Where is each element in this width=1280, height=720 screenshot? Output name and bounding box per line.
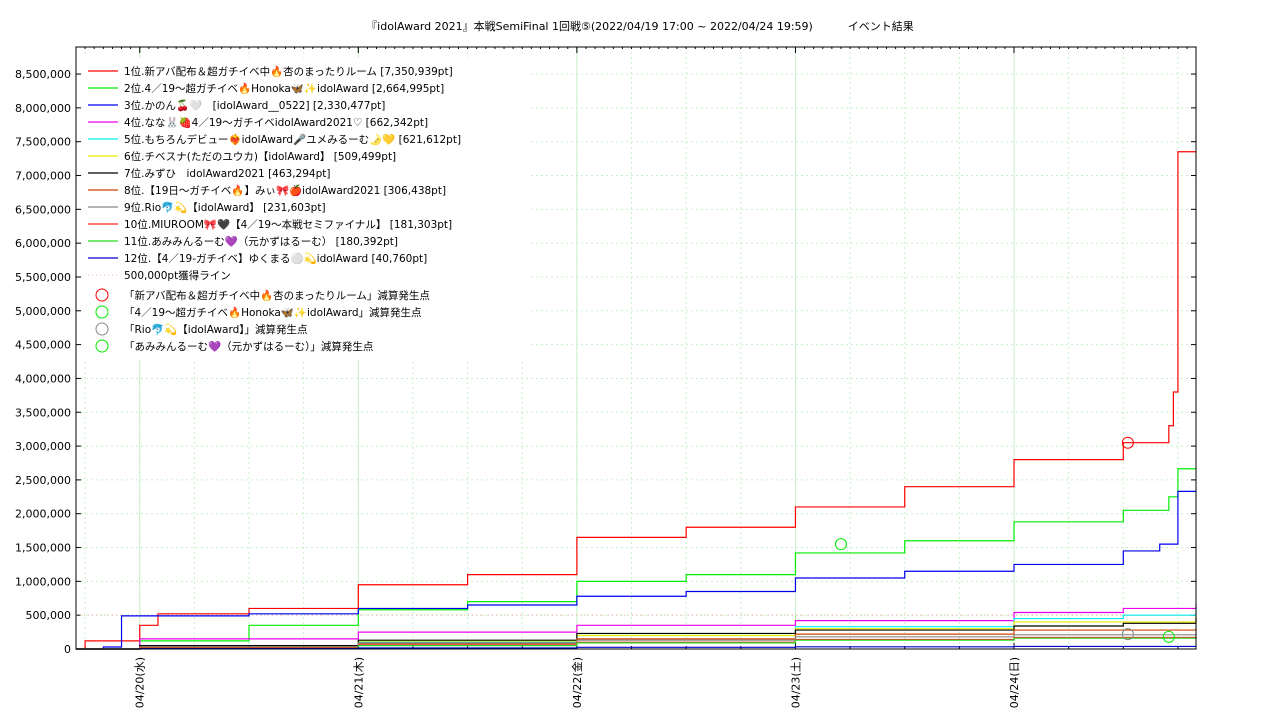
legend-box [82, 58, 530, 360]
legend-marker-swatch [95, 339, 109, 353]
legend-label: 「あみみんるーむ💜（元かずはるーむ）」減算発生点 [124, 340, 373, 353]
x-tick-label: 04/24(日) [1008, 657, 1021, 708]
y-tick-label: 7,000,000 [15, 170, 71, 183]
y-tick-label: 4,500,000 [15, 339, 71, 352]
x-tick-label: 04/22(金) [570, 657, 584, 708]
y-tick-label: 7,500,000 [15, 136, 71, 149]
y-tick-label: 1,000,000 [15, 575, 71, 588]
legend-label: 6位.チベスナ(ただのユウカ)【idolAward】 [509,499pt] [124, 150, 396, 163]
series-line-10 [76, 636, 1197, 650]
legend-label: 3位.かのん🍒🤍 [idolAward__0522] [2,330,477pt] [124, 99, 385, 112]
plot-border [75, 46, 1197, 650]
y-tick-label: 2,000,000 [15, 508, 71, 521]
series-line-3 [76, 490, 1196, 650]
marker-1 [1121, 436, 1134, 449]
chart-title: 『idolAward 2021』本戦SemiFinal 1回戦⑤(2022/04… [366, 20, 914, 33]
legend-label: 1位.新アバ配布＆超ガチイベ中🔥杏のまったりルーム [7,350,939pt] [124, 65, 453, 78]
legend-label: 7位.みずひ idolAward2021 [463,294pt] [124, 167, 330, 180]
marker-2 [834, 538, 847, 551]
legend-label: 「Rio🐬💫【idolAward】」減算発生点 [124, 323, 308, 336]
x-tick-label: 04/21(木) [352, 657, 365, 708]
y-tick-label: 500,000 [26, 609, 72, 622]
y-tick-label: 3,500,000 [15, 406, 71, 419]
series-line-9 [76, 633, 1197, 650]
x-tick-label: 04/20(水) [134, 657, 147, 708]
legend-label: 500,000pt獲得ライン [124, 269, 231, 282]
marker-3 [1121, 628, 1134, 641]
legend-label: 「4／19〜超ガチイベ🔥Honoka🦋✨idolAward」減算発生点 [124, 306, 422, 319]
series-line-1 [76, 151, 1196, 650]
legend-label: 10位.MIUROOM🎀🖤【4／19〜本戦セミファイナル】 [181,303pt… [124, 218, 452, 231]
legend-label: 9位.Rio🐬💫【idolAward】 [231,603pt] [124, 201, 326, 214]
y-tick-label: 5,000,000 [15, 305, 71, 318]
legend-label: 5位.もちろんデビュー❤️‍🔥idolAward🎤ユメみるーむ🌛💛 [621,6… [124, 133, 461, 146]
legend-label: 12位.【4／19-ガチイベ】ゆくまる⚪️💫idolAward [40,760p… [124, 252, 427, 265]
y-tick-label: 5,500,000 [15, 271, 71, 284]
legend-marker-swatch [95, 305, 109, 319]
y-tick-label: 8,000,000 [15, 102, 71, 115]
y-tick-label: 3,000,000 [15, 440, 71, 453]
y-tick-label: 8,500,000 [15, 68, 71, 81]
y-tick-label: 6,000,000 [15, 237, 71, 250]
y-tick-label: 2,500,000 [15, 474, 71, 487]
legend-marker-swatch [95, 288, 109, 302]
legend-label: 8位.【19日〜ガチイベ🔥】みぃ🎀🍎idolAward2021 [306,438… [124, 184, 446, 197]
legend-marker-swatch [95, 322, 109, 336]
legend-label: 11位.あみみんるーむ💜（元かずはるーむ） [180,392pt] [124, 235, 398, 248]
series-line-2 [76, 468, 1196, 650]
legend-label: 4位.なな🐰🍓4／19〜ガチイベidolAward2021♡ [662,342p… [124, 116, 428, 129]
x-tick-label: 04/23(土) [789, 657, 802, 708]
marker-4 [1162, 630, 1175, 643]
series-line-4 [76, 604, 1197, 650]
y-tick-label: 1,500,000 [15, 542, 71, 555]
y-tick-label: 6,500,000 [15, 203, 71, 216]
legend-label: 「新アバ配布＆超ガチイベ中🔥杏のまったりルーム」減算発生点 [124, 289, 430, 302]
legend-label: 2位.4／19〜超ガチイベ🔥Honoka🦋✨idolAward [2,664,9… [124, 82, 444, 95]
series-line-7 [76, 617, 1197, 650]
y-tick-label: 4,000,000 [15, 372, 71, 385]
y-tick-label: 0 [64, 643, 71, 656]
